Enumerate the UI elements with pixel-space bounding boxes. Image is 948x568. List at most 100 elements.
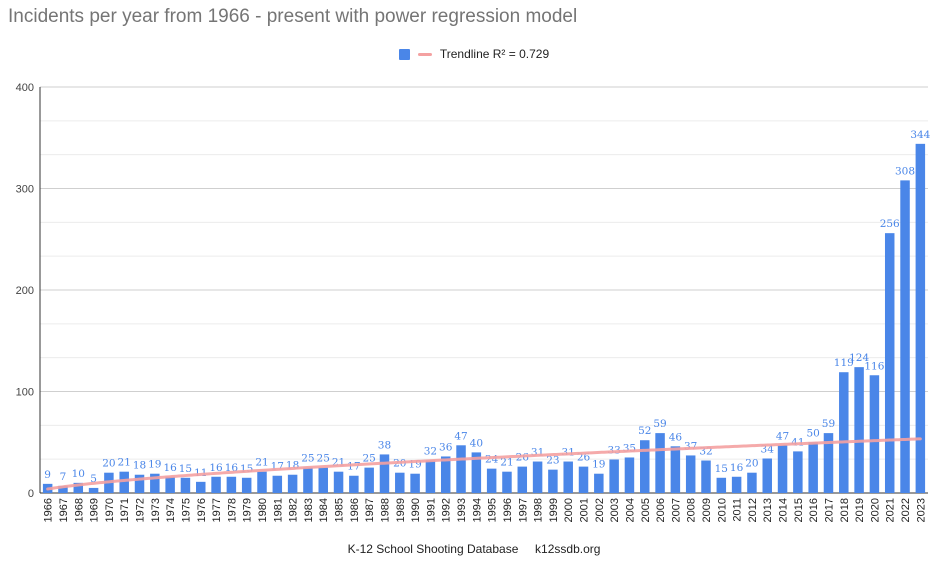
- x-tick-label: 2019: [854, 498, 866, 522]
- x-tick-label: 1985: [334, 498, 346, 522]
- x-tick-label: 2016: [808, 498, 820, 522]
- data-label: 46: [669, 431, 683, 443]
- x-tick-label: 1990: [410, 498, 422, 522]
- x-tick-label: 2008: [686, 498, 698, 522]
- x-tick-label: 1988: [379, 498, 391, 522]
- bar: [839, 372, 849, 493]
- x-tick-label: 1996: [502, 498, 514, 522]
- x-tick-label: 1992: [441, 498, 453, 522]
- data-label: 24: [485, 454, 499, 466]
- bar: [150, 473, 160, 493]
- bar: [823, 433, 834, 493]
- data-label: 25: [317, 453, 330, 465]
- data-label: 40: [470, 437, 483, 449]
- trendline: [46, 437, 922, 491]
- bar: [58, 485, 68, 493]
- x-tick-label: 1987: [364, 498, 376, 522]
- x-tick-label: 1979: [242, 498, 254, 522]
- data-label: 47: [454, 430, 467, 442]
- bar: [563, 461, 573, 493]
- bar: [456, 445, 466, 493]
- x-tick-label: 1981: [272, 498, 284, 522]
- data-label: 21: [118, 457, 131, 469]
- bar: [502, 471, 512, 493]
- data-label: 47: [776, 430, 789, 442]
- bar: [410, 473, 420, 493]
- bar: [640, 440, 650, 493]
- footer-site[interactable]: k12ssdb.org: [535, 542, 601, 556]
- bar: [257, 471, 267, 493]
- bar: [624, 457, 635, 493]
- bar: [364, 467, 374, 493]
- data-label: 15: [179, 463, 192, 475]
- data-label: 21: [255, 457, 268, 469]
- legend-trendline-swatch: [417, 52, 432, 56]
- x-tick-label: 2004: [624, 498, 636, 522]
- x-tick-label: 2011: [732, 498, 744, 522]
- data-label: 19: [592, 459, 605, 471]
- x-tick-label: 2002: [594, 498, 606, 522]
- data-label: 38: [378, 439, 391, 451]
- data-label: 5: [90, 473, 97, 485]
- bar: [747, 472, 757, 493]
- x-tick-label: 2001: [579, 498, 591, 522]
- x-tick-label: 2009: [701, 498, 713, 522]
- x-tick-label: 2020: [869, 498, 881, 522]
- x-tick-label: 2005: [640, 498, 652, 522]
- x-tick-label: 1972: [135, 498, 147, 522]
- data-label: 16: [163, 462, 177, 474]
- bar: [548, 469, 558, 493]
- footer-source: K-12 School Shooting Database: [347, 542, 519, 556]
- x-tick-label: 1993: [456, 498, 468, 522]
- x-tick-label: 1967: [58, 498, 70, 522]
- bar: [716, 477, 727, 493]
- bar: [226, 476, 237, 493]
- bar: [440, 456, 451, 493]
- legend-trendline-label: Trendline R² = 0.729: [439, 47, 550, 61]
- bar: [915, 143, 926, 493]
- x-tick-label: 1994: [471, 498, 483, 522]
- bar: [685, 455, 696, 493]
- bar: [884, 233, 895, 493]
- x-tick-label: 1973: [150, 498, 162, 522]
- x-tick-label: 2013: [762, 498, 774, 522]
- x-tick-label: 1982: [288, 498, 300, 522]
- data-label: 344: [910, 129, 930, 141]
- legend-item-trendline[interactable]: Trendline R² = 0.729: [417, 47, 550, 61]
- data-label: 52: [638, 425, 651, 437]
- bar: [379, 454, 390, 493]
- bar: [241, 477, 252, 493]
- data-label: 36: [439, 441, 453, 453]
- x-tick-label: 1969: [89, 498, 101, 522]
- data-label: 37: [684, 440, 697, 452]
- y-tick-label: 200: [16, 285, 34, 297]
- x-tick-label: 1997: [517, 498, 529, 522]
- bar: [793, 451, 803, 493]
- bar: [517, 466, 528, 493]
- data-label: 15: [715, 463, 728, 475]
- x-tick-label: 1991: [425, 498, 437, 522]
- x-tick-label: 2010: [716, 498, 728, 522]
- y-tick-label: 100: [16, 387, 34, 399]
- legend-item-bars[interactable]: [398, 48, 410, 60]
- x-tick-label: 1971: [119, 498, 131, 522]
- data-label: 7: [60, 471, 67, 483]
- bar: [808, 442, 818, 493]
- bar: [73, 482, 84, 493]
- bar: [119, 471, 129, 493]
- data-label: 20: [102, 458, 115, 470]
- data-label: 10: [72, 468, 85, 480]
- x-tick-label: 2021: [885, 498, 897, 522]
- bar: [532, 461, 543, 493]
- bar: [731, 476, 742, 493]
- x-tick-label: 2000: [563, 498, 575, 522]
- bar: [655, 433, 665, 493]
- bar: [900, 180, 910, 493]
- x-tick-label: 1975: [180, 498, 192, 522]
- y-tick-label: 0: [28, 488, 34, 500]
- data-label: 23: [546, 455, 559, 467]
- bar: [303, 467, 313, 493]
- data-label: 124: [849, 352, 869, 364]
- y-tick-label: 300: [16, 184, 34, 196]
